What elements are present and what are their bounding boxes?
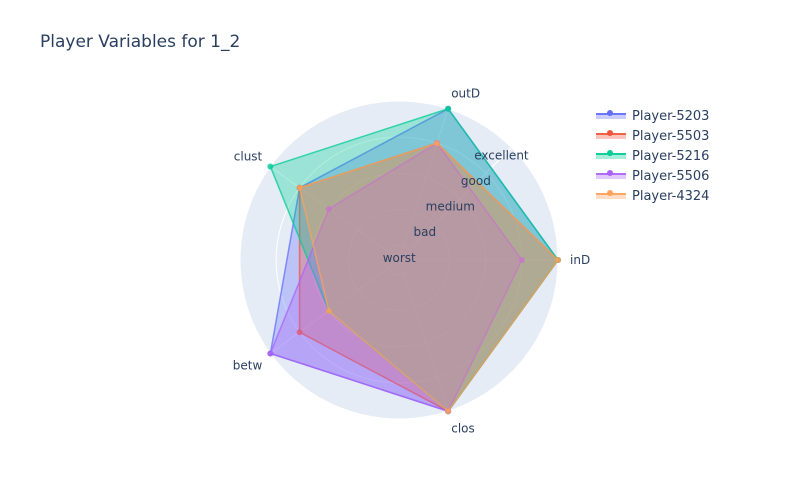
- axis-label-outD: outD: [451, 86, 480, 100]
- legend-item[interactable]: Player-5216: [596, 146, 709, 166]
- radial-tick-label: excellent: [474, 149, 529, 163]
- legend: Player-5203 Player-5503 Player-5216 Player-…: [596, 106, 709, 206]
- legend-label: Player-5503: [632, 128, 710, 144]
- spoke-clust: [270, 166, 400, 261]
- spoke-clos: [398, 259, 449, 412]
- radar-grid: [239, 100, 559, 420]
- radial-axis-line: [398, 147, 512, 261]
- legend-item[interactable]: Player-4324: [596, 186, 709, 206]
- data-point-clos[interactable]: [445, 408, 452, 415]
- radial-tick-label: medium: [426, 200, 475, 214]
- legend-swatch: [596, 109, 626, 123]
- radar-series-layer: [267, 105, 561, 415]
- radial-tick-label: bad: [413, 225, 436, 239]
- data-point-clust[interactable]: [267, 163, 274, 170]
- axis-label-clust: clust: [234, 150, 263, 164]
- chart-title: Player Variables for 1_2: [40, 32, 241, 52]
- legend-label: Player-5203: [632, 108, 710, 124]
- legend-label: Player-5216: [632, 148, 710, 164]
- data-point-betw[interactable]: [325, 307, 332, 314]
- legend-label: Player-4324: [632, 188, 710, 204]
- legend-swatch: [596, 129, 626, 143]
- legend-swatch: [596, 189, 626, 203]
- data-point-inD[interactable]: [555, 257, 561, 263]
- radial-tick-label: worst: [383, 251, 416, 265]
- series-Player-5506[interactable]: [267, 140, 525, 415]
- data-point-clust[interactable]: [325, 206, 332, 213]
- series-area[interactable]: [269, 142, 523, 413]
- series-Player-4324[interactable]: [296, 140, 561, 415]
- legend-item[interactable]: Player-5503: [596, 126, 709, 146]
- axis-label-clos: clos: [451, 422, 475, 436]
- legend-item[interactable]: Player-5203: [596, 106, 709, 126]
- legend-swatch: [596, 149, 626, 163]
- data-point-clust[interactable]: [296, 184, 303, 191]
- series-area[interactable]: [298, 142, 559, 413]
- axis-label-inD: inD: [570, 253, 590, 267]
- data-point-betw[interactable]: [267, 350, 274, 357]
- legend-label: Player-5506: [632, 168, 710, 184]
- data-point-outD[interactable]: [433, 140, 440, 147]
- legend-item[interactable]: Player-5506: [596, 166, 709, 186]
- data-point-outD[interactable]: [445, 105, 452, 112]
- axis-label-betw: betw: [233, 358, 263, 372]
- spoke-outD: [398, 108, 449, 261]
- radar-labels: worst bad medium good excellent inD outD clust b…: [233, 86, 590, 435]
- spoke-betw: [270, 259, 400, 354]
- data-point-inD[interactable]: [518, 257, 525, 263]
- radial-tick-label: good: [461, 174, 491, 188]
- legend-swatch: [596, 169, 626, 183]
- data-point-betw[interactable]: [296, 329, 303, 336]
